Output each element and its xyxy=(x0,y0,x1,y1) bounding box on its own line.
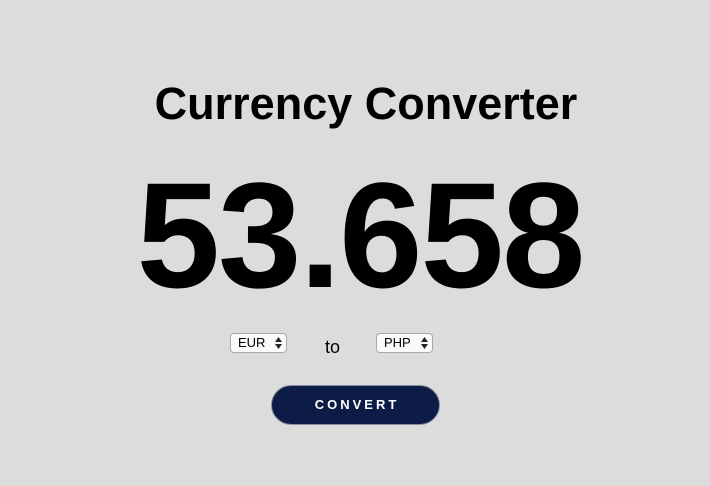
convert-button[interactable]: CONVERT xyxy=(271,385,440,425)
to-label: to xyxy=(325,337,341,357)
page-title: Currency Converter xyxy=(154,78,578,129)
to-currency-select[interactable]: PHP xyxy=(376,333,433,353)
to-currency-value: PHP xyxy=(384,335,411,350)
from-currency-select[interactable]: EUR xyxy=(230,333,287,353)
select-arrows-icon xyxy=(421,337,428,349)
conversion-result: 53.658 xyxy=(136,151,586,319)
select-arrows-icon xyxy=(275,337,282,349)
from-currency-value: EUR xyxy=(238,335,266,350)
